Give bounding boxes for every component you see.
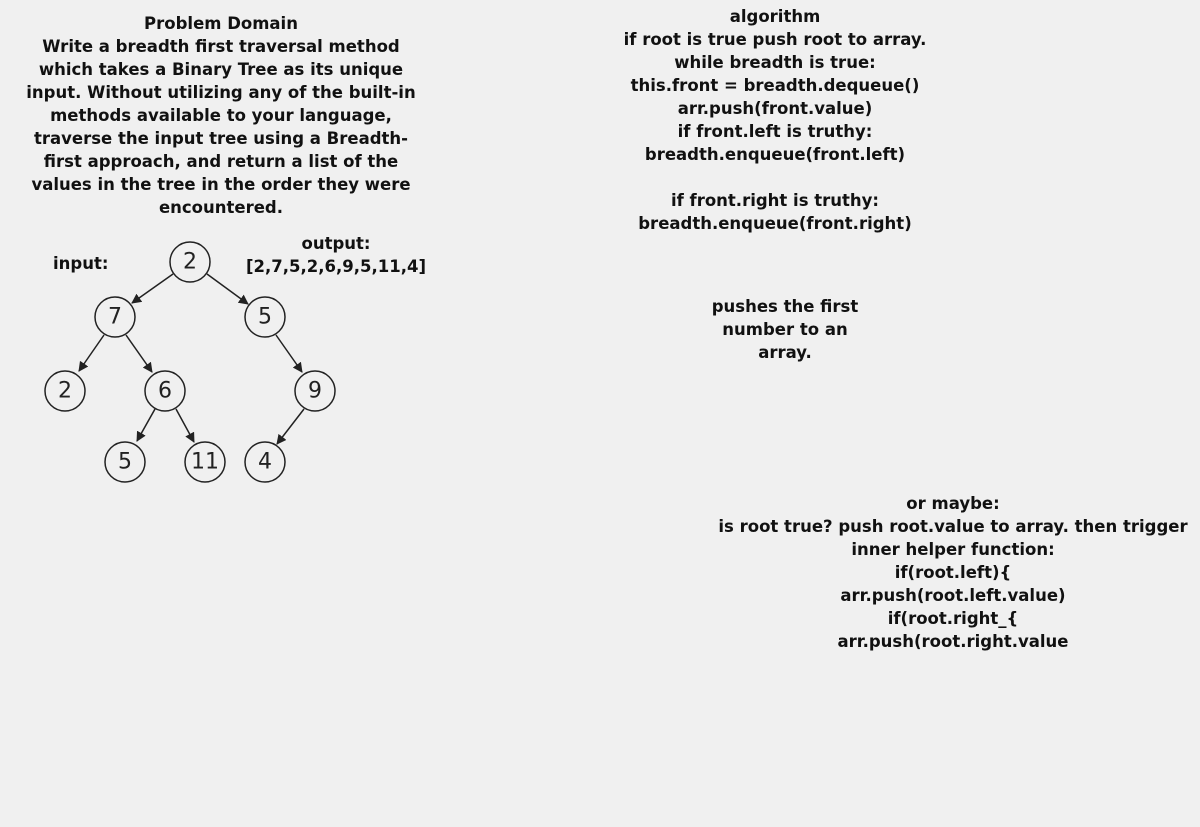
- tree-node-value: 2: [58, 379, 72, 404]
- tree-node-value: 5: [118, 450, 132, 475]
- alternative-line: arr.push(root.left.value): [840, 586, 1066, 605]
- binary-tree-diagram: 2 7 5 2 6 9 5 11 4: [44, 241, 336, 483]
- problem-text-line: which takes a Binary Tree as its unique: [38, 60, 404, 79]
- tree-node-value: 11: [191, 450, 219, 475]
- tree-node: 5: [104, 441, 146, 483]
- tree-node-value: 2: [183, 250, 197, 275]
- note-line: number to an: [722, 320, 848, 339]
- output-value: [2,7,5,2,6,9,5,11,4]: [246, 257, 427, 276]
- alternative-line: arr.push(root.right.value: [837, 632, 1069, 651]
- algorithm-blank-line: [600, 166, 950, 189]
- alternative-title: or maybe:: [906, 494, 1000, 513]
- algorithm-line: while breadth is true:: [674, 53, 876, 72]
- tree-node-value: 9: [308, 379, 322, 404]
- problem-text-line: values in the tree in the order they wer…: [31, 175, 411, 194]
- tree-node: 5: [244, 296, 286, 338]
- problem-text-line: methods available to your language,: [50, 106, 392, 125]
- tree-edge: [136, 408, 156, 442]
- tree-node: 11: [184, 441, 226, 483]
- alternative-block: or maybe: is root true? push root.value …: [715, 492, 1191, 653]
- algorithm-line: if front.left is truthy:: [677, 122, 873, 141]
- alternative-line: inner helper function:: [851, 540, 1055, 559]
- tree-edge: [175, 408, 195, 443]
- problem-text-line: traverse the input tree using a Breadth-: [33, 129, 409, 148]
- output-block: output: [2,7,5,2,6,9,5,11,4]: [246, 232, 426, 278]
- note-line: array.: [758, 343, 812, 362]
- alternative-line: is root true? push root.value to array. …: [718, 517, 1188, 536]
- tree-node-value: 5: [258, 305, 272, 330]
- problem-text-line: encountered.: [158, 198, 284, 217]
- algorithm-block: algorithm if root is true push root to a…: [600, 5, 950, 235]
- output-label: output:: [301, 234, 371, 253]
- tree-node: 2: [44, 370, 86, 412]
- tree-edges: [78, 273, 305, 445]
- tree-node: 4: [244, 441, 286, 483]
- algorithm-line: this.front = breadth.dequeue(): [630, 76, 920, 95]
- tree-node: 9: [294, 370, 336, 412]
- problem-text-line: first approach, and return a list of the: [43, 152, 399, 171]
- note-block: pushes the first number to an array.: [690, 295, 880, 364]
- note-line: pushes the first: [711, 297, 859, 316]
- input-label: input:: [53, 254, 109, 273]
- algorithm-line: breadth.enqueue(front.right): [638, 214, 912, 233]
- problem-text-line: Write a breadth first traversal method: [42, 37, 400, 56]
- tree-edge: [275, 334, 303, 373]
- tree-node: 7: [94, 296, 136, 338]
- algorithm-title: algorithm: [729, 7, 821, 26]
- tree-edge: [131, 273, 174, 304]
- algorithm-line: if front.right is truthy:: [670, 191, 880, 210]
- algorithm-line: if root is true push root to array.: [623, 30, 927, 49]
- alternative-line: if(root.left){: [894, 563, 1012, 582]
- problem-text-line: input. Without utilizing any of the buil…: [26, 83, 416, 102]
- problem-domain: Problem Domain Write a breadth first tra…: [20, 12, 422, 219]
- tree-edge: [276, 408, 305, 445]
- tree-node: 2: [169, 241, 211, 283]
- tree-edge: [125, 334, 153, 373]
- tree-node-value: 7: [108, 305, 122, 330]
- tree-node-value: 4: [258, 450, 272, 475]
- algorithm-line: arr.push(front.value): [677, 99, 873, 118]
- problem-title: Problem Domain: [144, 14, 298, 33]
- tree-node-value: 6: [158, 379, 172, 404]
- tree-edge: [206, 273, 249, 305]
- tree-node: 6: [144, 370, 186, 412]
- algorithm-line: breadth.enqueue(front.left): [644, 145, 906, 164]
- alternative-line: if(root.right_{: [887, 609, 1019, 628]
- tree-edge: [78, 334, 105, 372]
